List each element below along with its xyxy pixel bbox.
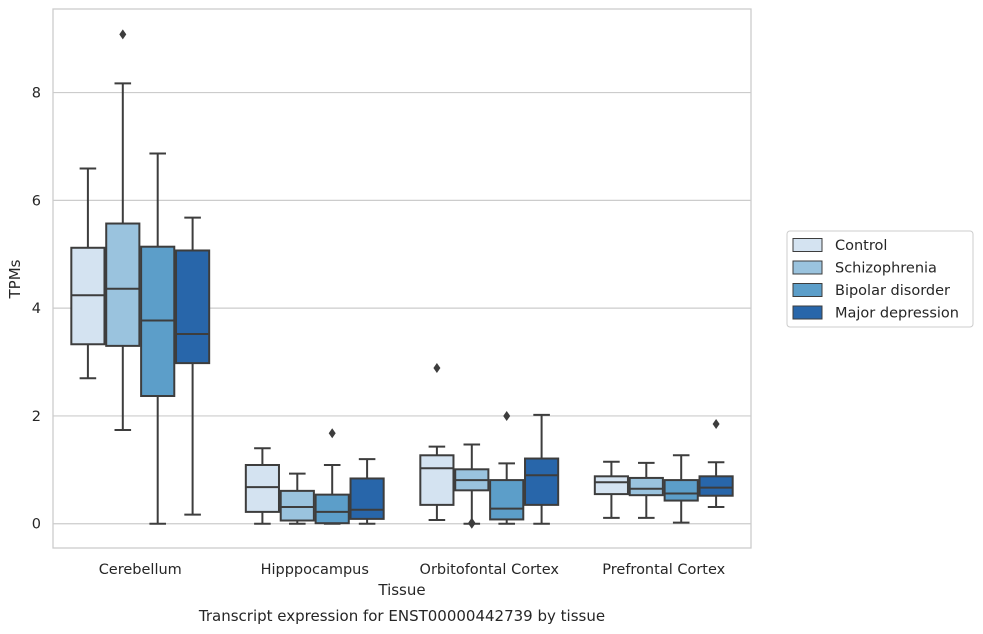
legend-label: Schizophrenia xyxy=(835,261,937,277)
box-schizophrenia xyxy=(628,461,664,519)
x-tick-labels: Cerebellum Hipppocampus Orbitofontal Corte… xyxy=(99,562,726,578)
x-tick-label: Hipppocampus xyxy=(261,562,369,578)
box-major-depression xyxy=(349,458,385,525)
outlier-point xyxy=(328,428,336,439)
plot-frame xyxy=(52,8,752,549)
box-bipolar-disorder xyxy=(489,410,525,525)
category-group xyxy=(244,428,385,525)
box-control xyxy=(593,460,629,519)
x-axis-title: Tissue xyxy=(377,581,425,599)
box-bipolar-disorder xyxy=(314,428,350,525)
box-bipolar-disorder xyxy=(140,152,176,525)
box-control xyxy=(70,167,106,380)
category-group xyxy=(593,419,734,524)
y-tick-labels: 0 2 4 6 8 xyxy=(32,86,41,533)
legend-swatch xyxy=(792,305,823,320)
y-tick-label: 6 xyxy=(32,193,41,209)
box-iqr xyxy=(489,479,525,521)
box-iqr xyxy=(698,475,734,497)
box-major-depression xyxy=(175,216,211,516)
y-tick-label: 2 xyxy=(32,409,41,425)
legend-swatch xyxy=(792,238,823,252)
outlier-point xyxy=(503,410,511,421)
box-major-depression xyxy=(524,413,560,525)
box-major-depression xyxy=(698,419,734,509)
box-iqr xyxy=(105,222,141,347)
chart-caption: Transcript expression for ENST0000044273… xyxy=(198,607,605,625)
y-tick-label: 0 xyxy=(32,517,41,533)
x-tick-label: Cerebellum xyxy=(99,562,182,578)
box-control xyxy=(244,447,280,525)
box-schizophrenia xyxy=(454,443,490,529)
box-iqr xyxy=(524,457,560,506)
legend-label: Control xyxy=(835,238,887,254)
box-iqr xyxy=(279,489,315,522)
box-iqr xyxy=(593,475,629,496)
outlier-point xyxy=(119,29,127,40)
box-iqr xyxy=(628,476,664,497)
y-tick-label: 4 xyxy=(32,301,41,317)
y-tick-label: 8 xyxy=(32,86,41,102)
legend-label: Major depression xyxy=(835,306,959,322)
y-axis-title: TPMs xyxy=(6,259,24,299)
box-iqr xyxy=(419,454,455,506)
box-schizophrenia xyxy=(105,29,141,431)
box-groups xyxy=(70,29,734,529)
legend-swatch xyxy=(792,283,823,297)
outlier-point xyxy=(468,517,476,528)
legend-frame xyxy=(786,230,974,328)
category-group xyxy=(419,362,560,529)
box-iqr xyxy=(349,477,385,520)
box-iqr xyxy=(663,479,699,502)
outlier-point xyxy=(712,419,720,430)
legend-swatch xyxy=(792,260,823,275)
box-iqr xyxy=(244,463,280,513)
category-group xyxy=(70,29,211,525)
outlier-point xyxy=(433,362,441,373)
box-iqr xyxy=(314,493,350,525)
legend-label: Bipolar disorder xyxy=(835,283,950,299)
box-iqr xyxy=(175,249,211,365)
box-schizophrenia xyxy=(279,472,315,525)
legend: Control Schizophrenia Bipolar disorder Majo… xyxy=(786,230,974,328)
box-control xyxy=(419,362,455,521)
box-bipolar-disorder xyxy=(663,454,699,524)
x-tick-label: Prefrontal Cortex xyxy=(602,562,725,578)
x-tick-label: Orbitofontal Cortex xyxy=(420,562,560,578)
